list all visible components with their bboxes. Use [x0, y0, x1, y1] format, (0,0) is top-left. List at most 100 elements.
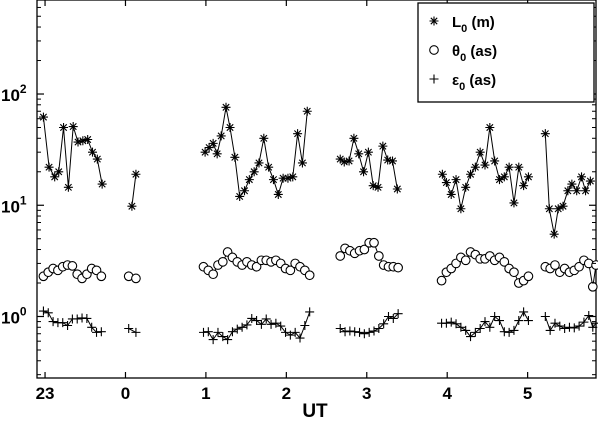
series-3-point [252, 316, 262, 326]
series-1-point [349, 133, 359, 143]
series-3-point [369, 326, 379, 336]
legend: L0 (m) θ0 (as) ε0 (as) [417, 2, 595, 103]
series-1-point [335, 154, 345, 164]
series-1-point [264, 162, 274, 172]
series-2-point [373, 251, 384, 261]
series-1-point [68, 122, 78, 132]
series-1-point [383, 155, 393, 165]
series-1-point [363, 147, 373, 157]
series-3-point [218, 332, 228, 342]
y-tick-label: 100 [1, 304, 27, 327]
series-1-point [87, 147, 97, 157]
series-1-point [204, 143, 214, 153]
series-3-point [388, 313, 398, 323]
series-3-point [271, 318, 281, 328]
series-1-point [540, 129, 550, 139]
series-1-point [581, 186, 591, 196]
series-3-point [131, 327, 141, 337]
series-1-point [240, 186, 250, 196]
series-3-point [591, 318, 598, 328]
series-1-point [244, 175, 254, 185]
series-2-point [499, 256, 510, 267]
y-tick-label: 102 [1, 82, 27, 105]
series-3-point [87, 322, 97, 332]
series-2-point [393, 262, 403, 273]
series-3-point [364, 327, 374, 337]
legend-label-3: ε0 (as) [452, 72, 496, 93]
series-2-point [591, 260, 598, 270]
series-3-point [247, 313, 257, 323]
series-2-point [509, 267, 519, 278]
series-1-point [480, 160, 490, 170]
series-3-point [579, 317, 589, 327]
series-1-point [392, 184, 402, 194]
series-1-point [127, 201, 137, 211]
series-3-point [227, 327, 237, 337]
series-1-point [456, 204, 466, 214]
series-3-point [38, 306, 48, 316]
series-2-point [460, 255, 471, 266]
series-3-point [242, 320, 252, 330]
x-tick-label: 2 [282, 384, 291, 403]
series-1-point [78, 136, 88, 146]
legend-marker-1 [429, 16, 439, 26]
series-1-point [359, 167, 369, 177]
x-tick-label: 23 [36, 384, 55, 403]
series-3-point [340, 327, 350, 337]
x-tick-label: 4 [442, 384, 452, 403]
series-2-point [251, 261, 262, 272]
series-3-point [305, 307, 315, 317]
series-3-point [490, 312, 500, 321]
series-1 [38, 102, 595, 239]
series-1-point [388, 156, 398, 166]
series-3-point [466, 332, 476, 342]
series-3-point [96, 327, 106, 337]
series-3-point [574, 321, 584, 331]
series-1-point [378, 141, 388, 151]
series-1-point [288, 172, 298, 182]
series-1-point [368, 181, 378, 191]
series-1-point [297, 158, 307, 168]
series-1-point [259, 133, 269, 143]
series-1-point [373, 182, 383, 192]
series-2-point [587, 281, 598, 292]
series-3-point [266, 319, 276, 329]
series-3-point [509, 325, 519, 335]
series-1-point [44, 162, 54, 172]
series-3-point [203, 327, 213, 337]
series-3-point [584, 311, 594, 321]
series-1-point [470, 162, 480, 172]
series-3-point [475, 324, 485, 334]
series-1-line-2 [131, 174, 137, 207]
series-3-point [383, 312, 393, 321]
series-1-point [216, 131, 226, 141]
series-2-point [335, 251, 346, 261]
series-1-point [437, 169, 447, 179]
legend-label-2: θ0 (as) [452, 43, 497, 64]
series-3-point [545, 325, 555, 335]
series-3-point [374, 324, 384, 334]
series-3-point [540, 312, 550, 321]
series-1-point [73, 137, 83, 147]
series-1-point [293, 129, 303, 139]
series-1-point [212, 149, 222, 159]
series-1-point [461, 182, 471, 192]
series-1-point [585, 176, 595, 186]
legend-marker-3 [429, 74, 439, 84]
series-1-point [577, 172, 587, 182]
series-3-point [451, 319, 461, 329]
series-2-point [208, 269, 218, 280]
series-1-point [63, 182, 73, 192]
series-3-point [124, 324, 134, 334]
series-3-point [198, 327, 208, 337]
series-1-point [514, 162, 524, 172]
series-1-point [519, 181, 529, 191]
x-tick-label: 3 [362, 384, 371, 403]
series-3-point [514, 316, 524, 326]
series-2-point [131, 273, 141, 284]
series-2-point [359, 244, 370, 255]
series-3-point [43, 308, 53, 318]
series-1-point [268, 175, 278, 185]
